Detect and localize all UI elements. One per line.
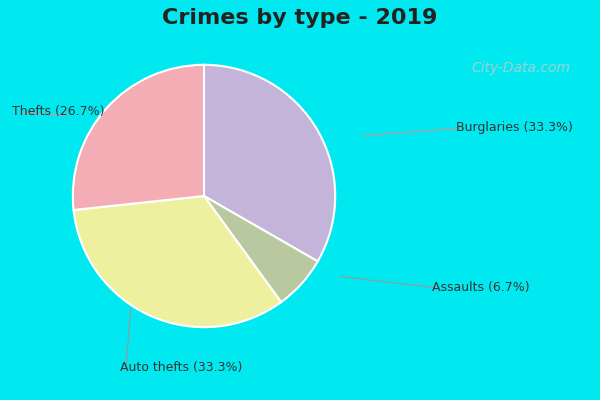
Text: Crimes by type - 2019: Crimes by type - 2019 xyxy=(163,8,437,28)
Text: Thefts (26.7%): Thefts (26.7%) xyxy=(12,106,104,118)
Text: City-Data.com: City-Data.com xyxy=(471,61,570,75)
Wedge shape xyxy=(73,65,204,210)
Wedge shape xyxy=(204,65,335,261)
Wedge shape xyxy=(204,196,318,302)
Text: Assaults (6.7%): Assaults (6.7%) xyxy=(432,282,530,294)
Wedge shape xyxy=(74,196,281,327)
Text: Auto thefts (33.3%): Auto thefts (33.3%) xyxy=(120,362,242,374)
Text: Burglaries (33.3%): Burglaries (33.3%) xyxy=(456,122,573,134)
